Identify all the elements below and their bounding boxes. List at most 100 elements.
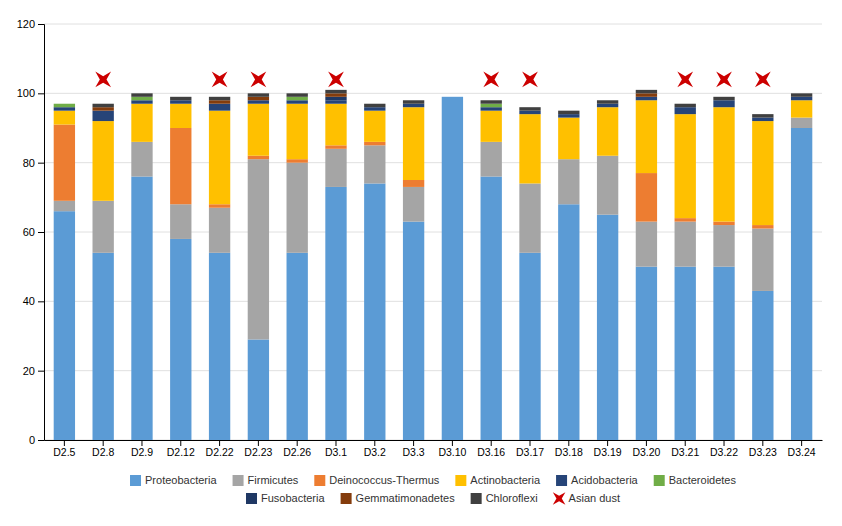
x-tick: D3.3 [403,440,425,458]
bar [93,201,114,253]
bar-series [54,118,813,340]
bar [93,253,114,440]
bar [442,96,463,97]
bar [364,111,385,142]
bar [403,222,424,440]
marker [483,72,499,88]
grid-line [44,162,822,163]
bar [713,225,734,267]
bar [752,114,773,117]
bar [364,104,385,107]
bar [519,111,540,114]
x-tick: D3.21 [671,440,699,458]
bar [54,107,75,110]
y-tick-label: 40 [23,295,35,307]
x-tick-label: D2.8 [92,446,114,458]
bar [403,104,424,107]
bar [597,215,618,440]
bar [131,100,152,103]
x-tick-mark [491,440,492,446]
y-tick: 0 [29,434,44,446]
y-tick: 40 [23,295,44,307]
legend-swatch [246,493,257,504]
marker [328,72,344,88]
x-tick-mark [219,440,220,446]
bar [248,93,269,96]
x-tick-mark [452,440,453,446]
bar-series [325,97,346,100]
bar [248,97,269,100]
bar [713,222,734,225]
bar [597,156,618,215]
bar [791,100,812,117]
bar [287,97,308,100]
legend-swatch [314,475,325,486]
bar [558,159,579,204]
bar [442,96,463,97]
bar [558,204,579,440]
bar [442,97,463,440]
bar [170,97,191,100]
bar [209,208,230,253]
legend-item: Deinococcus-Thermus [314,474,440,486]
x-tick: D3.2 [364,440,386,458]
x-tick: D3.22 [710,440,738,458]
bar [442,96,463,97]
bar [558,118,579,160]
bar [131,97,152,100]
x-tick-label: D3.22 [710,446,738,458]
bar [481,142,502,177]
x-tick-mark [568,440,569,446]
bar [170,128,191,204]
bar [752,118,773,121]
bar [287,104,308,159]
legend-swatch [556,475,567,486]
bar [752,229,773,291]
bar [558,114,579,117]
marker [522,72,538,88]
legend-label: Fusobacteria [261,492,325,504]
x-tick: D2.26 [283,440,311,458]
legend-label: Gemmatimonadetes [356,492,456,504]
bar [325,149,346,187]
bar [519,183,540,252]
x-tick: D2.23 [244,440,272,458]
bar [364,145,385,183]
bar [791,118,812,128]
bar [403,100,424,103]
bar [54,104,75,107]
bar [442,96,463,97]
bar [93,107,114,110]
bar [558,111,579,114]
bar [597,104,618,107]
bar [54,125,75,201]
legend-label: Asian dust [569,492,620,504]
bar [131,93,152,96]
x-tick-mark [374,440,375,446]
bar [403,187,424,222]
bar [287,159,308,162]
x-tick-label: D3.20 [632,446,660,458]
x-tick-mark [64,440,65,446]
bar-series [54,97,502,107]
y-axis: 020406080100120 [17,18,45,446]
bar [791,93,812,96]
x-tick: D3.10 [438,440,466,458]
marker-series [95,72,770,88]
x-tick-mark [413,440,414,446]
x-tick: D3.17 [516,440,544,458]
grid-line [44,93,822,94]
bar [54,201,75,211]
x-tick-mark [258,440,259,446]
bar [752,291,773,440]
bar [209,204,230,207]
x-tick-label: D3.24 [788,446,816,458]
bar [248,156,269,159]
x-tick: D3.24 [788,440,816,458]
legend-item: Chloroflexi [471,492,538,504]
legend-item: Acidobacteria [556,474,639,486]
bar [209,100,230,103]
bar [325,93,346,96]
grid [44,24,822,440]
y-tick: 20 [23,365,44,377]
